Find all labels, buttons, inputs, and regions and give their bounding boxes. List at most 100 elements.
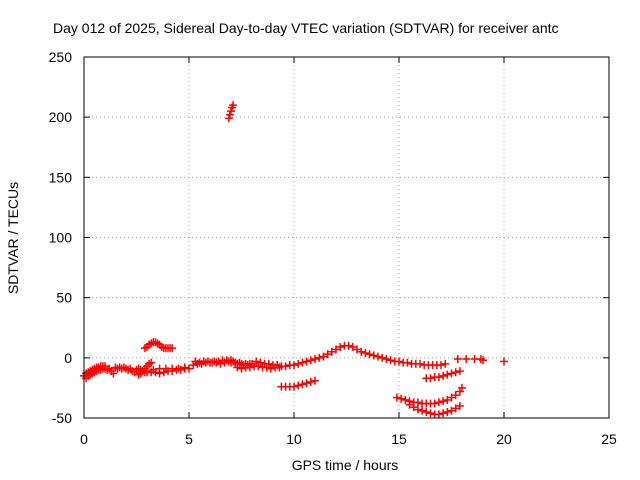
data-point bbox=[290, 382, 298, 391]
data-point bbox=[298, 380, 307, 389]
data-point bbox=[447, 393, 456, 402]
data-point bbox=[365, 350, 374, 359]
x-tick-label: 10 bbox=[286, 431, 302, 447]
data-point bbox=[294, 381, 303, 390]
chart-title: Day 012 of 2025, Sidereal Day-to-day VTE… bbox=[53, 20, 559, 36]
y-tick-label: 50 bbox=[56, 290, 72, 306]
data-point bbox=[401, 395, 410, 404]
data-point bbox=[294, 359, 303, 368]
data-point bbox=[443, 370, 452, 379]
data-point bbox=[479, 356, 487, 365]
y-tick-label: 100 bbox=[49, 230, 73, 246]
data-point bbox=[426, 374, 435, 383]
data-point bbox=[434, 373, 443, 382]
data-point bbox=[191, 357, 200, 366]
data-point bbox=[437, 361, 445, 370]
data-point bbox=[143, 368, 151, 377]
data-point bbox=[348, 343, 357, 352]
data-point bbox=[413, 405, 422, 414]
data-point bbox=[455, 401, 464, 410]
y-tick-label: 0 bbox=[64, 350, 72, 366]
data-point bbox=[397, 394, 406, 403]
data-point bbox=[306, 377, 315, 386]
data-point bbox=[332, 345, 340, 354]
x-axis-label: GPS time / hours bbox=[292, 457, 399, 473]
y-tick-labels: -50 0 50 100 150 200 250 bbox=[49, 49, 73, 426]
data-point bbox=[264, 359, 273, 368]
x-tick-labels: 0 5 10 15 20 25 bbox=[80, 431, 617, 447]
data-point bbox=[252, 357, 261, 366]
data-point bbox=[319, 352, 328, 361]
data-point bbox=[185, 364, 193, 373]
data-point bbox=[413, 398, 422, 407]
data-point bbox=[357, 347, 366, 356]
data-point bbox=[443, 395, 452, 404]
data-point bbox=[212, 358, 221, 367]
data-point bbox=[311, 355, 319, 364]
data-point bbox=[302, 379, 311, 388]
data-point bbox=[225, 110, 234, 119]
y-tick-label: 150 bbox=[49, 169, 73, 185]
data-point bbox=[430, 399, 439, 408]
data-point bbox=[256, 358, 265, 367]
data-point bbox=[374, 352, 382, 361]
x-tick-label: 0 bbox=[80, 431, 88, 447]
data-point bbox=[233, 363, 242, 372]
data-point bbox=[302, 357, 311, 366]
data-point bbox=[409, 403, 418, 412]
data-point bbox=[323, 350, 332, 359]
ticks bbox=[83, 56, 610, 419]
data-point bbox=[447, 369, 456, 378]
data-point bbox=[147, 358, 156, 367]
data-point bbox=[227, 107, 235, 116]
x-tick-label: 15 bbox=[391, 431, 407, 447]
y-tick-label: 250 bbox=[49, 49, 73, 65]
data-point bbox=[311, 376, 319, 385]
data-point bbox=[453, 355, 462, 364]
data-point bbox=[422, 407, 431, 416]
data-point bbox=[451, 404, 460, 413]
grid bbox=[84, 57, 609, 418]
data-point bbox=[382, 355, 391, 364]
data-point bbox=[369, 351, 378, 360]
data-point bbox=[451, 391, 460, 400]
data-point bbox=[203, 357, 212, 366]
data-point bbox=[378, 353, 387, 362]
data-point bbox=[298, 358, 307, 367]
data-point bbox=[315, 353, 324, 362]
data-point bbox=[336, 343, 345, 352]
data-point bbox=[392, 393, 401, 402]
data-point bbox=[361, 349, 370, 358]
data-point bbox=[290, 361, 298, 370]
data-point bbox=[168, 344, 177, 353]
data-point bbox=[180, 363, 189, 372]
data-point bbox=[441, 359, 450, 368]
data-point bbox=[229, 101, 238, 110]
data-point bbox=[405, 400, 414, 409]
data-point bbox=[455, 367, 464, 376]
data-point bbox=[306, 356, 315, 365]
data-point bbox=[281, 362, 290, 371]
data-point bbox=[434, 410, 443, 419]
data-point bbox=[458, 383, 466, 392]
data-point bbox=[224, 114, 233, 123]
data-point bbox=[149, 365, 158, 374]
data-point bbox=[439, 397, 448, 406]
x-tick-label: 20 bbox=[496, 431, 512, 447]
data-point bbox=[434, 398, 443, 407]
data-point bbox=[395, 357, 403, 366]
data-point bbox=[216, 359, 225, 368]
data-point bbox=[462, 355, 471, 364]
data-point bbox=[195, 358, 204, 367]
data-point bbox=[237, 364, 246, 373]
data-point bbox=[418, 406, 427, 415]
data-point bbox=[109, 369, 118, 378]
data-point bbox=[443, 407, 452, 416]
data-point bbox=[439, 371, 448, 380]
plot-frame bbox=[83, 56, 610, 419]
data-point bbox=[245, 363, 254, 372]
data-point bbox=[439, 409, 448, 418]
y-axis-label: SDTVAR / TECUs bbox=[5, 182, 21, 294]
data-point bbox=[447, 406, 456, 415]
